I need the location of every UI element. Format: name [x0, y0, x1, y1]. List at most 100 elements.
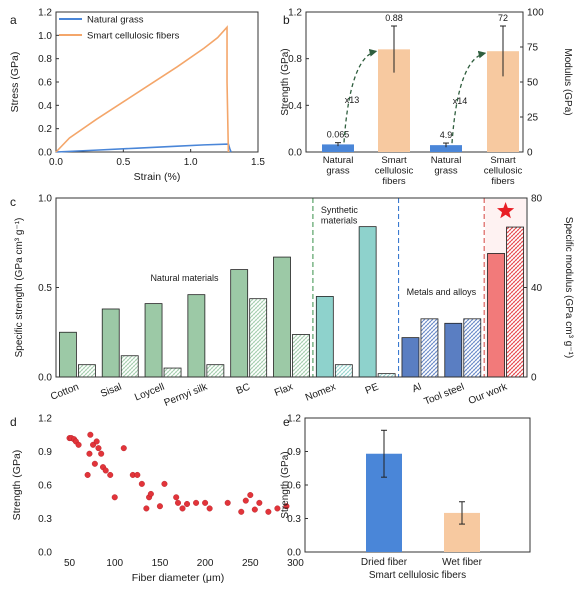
panel-b-ytick-left-label: 1.2 [288, 8, 302, 19]
panel-c-modulus-bar-highlight [506, 226, 524, 378]
panel-b-ytick-left-label: 0.4 [288, 101, 302, 112]
panel-c-star-icon [497, 202, 515, 219]
panel-label-a: a [10, 13, 17, 27]
panel-a-ytick-label: 0.4 [38, 101, 52, 112]
panel-d-point-26 [161, 480, 168, 487]
panel-c-modulus-bar-6 [292, 334, 310, 378]
panel-c-group-label-3: Metals and alloys [407, 287, 477, 297]
panel-d-point-10 [91, 460, 98, 467]
panel-c-modulus-bar-3 [163, 367, 182, 378]
panel-d-point-25 [156, 503, 163, 510]
panel-e-ytick-label: 0.9 [287, 447, 301, 458]
panel-d-point-37 [247, 492, 254, 499]
panel-d-point-42 [283, 503, 290, 510]
panel-d-point-8 [87, 431, 94, 438]
panel-c-category-label-7: Nomex [304, 382, 338, 404]
panel-d-point-15 [102, 467, 109, 474]
panel-c-ytick-right-label: 0 [531, 373, 537, 384]
panel-b-category-label-4: fibers [491, 176, 514, 187]
panel-a-xlabel: Strain (%) [134, 171, 181, 183]
panel-c-strength-bar-10 [444, 322, 463, 378]
panel-c-category-label-6: Flax [273, 382, 295, 399]
panel-b-category-label-3: grass [434, 166, 457, 177]
panel-d-point-7 [86, 450, 93, 457]
panel-c-modulus-bar-7 [334, 364, 353, 378]
panel-e-ytick-label: 0.0 [287, 548, 301, 559]
panel-b-dashed-arrow-2 [451, 50, 487, 144]
panel-c-ylabel-right: Specific modulus (GPa cm³ g⁻¹) [563, 217, 574, 358]
panel-c-modulus-bar-1 [78, 364, 96, 378]
panel-a-legend-label-1: Natural grass [87, 15, 144, 26]
panel-e-category-label-2: Wet fiber [442, 557, 482, 568]
panel-b-category-label-4: cellulosic [484, 166, 523, 177]
panel-b-ytick-right-label: 100 [527, 8, 544, 19]
panel-b-value-label-3: 4.9 [440, 130, 453, 140]
panel-d-point-21 [138, 480, 145, 487]
panel-d-point-12 [95, 445, 102, 452]
panel-a-ytick-label: 0.2 [38, 124, 52, 135]
panel-a-xtick-label: 1.0 [184, 157, 198, 168]
panel-c-strength-bar-4 [187, 294, 206, 378]
panel-c-category-label-3: Loycell [133, 382, 166, 404]
panel-label-e: e [283, 415, 290, 429]
panel-a-series-line-2 [55, 25, 230, 153]
panel-b-dashed-arrow-1 [343, 49, 378, 143]
panel-a-ytick-label: 0.6 [38, 78, 52, 89]
panel-c-group-label-2: materials [321, 216, 358, 226]
panel-b-category-label-1: grass [326, 166, 349, 177]
panel-b-ylabel-right: Modulus (GPa) [562, 48, 573, 115]
panel-e-ytick-label: 0.6 [287, 481, 301, 492]
panel-d-ytick-label: 1.2 [38, 414, 52, 425]
panel-c-category-label-8: PE [364, 381, 381, 396]
panel-e-ytick-label: 1.2 [287, 414, 301, 425]
panel-c-ytick-right-label: 40 [531, 283, 543, 294]
panel-d-point-28 [174, 499, 181, 506]
panel-c-strength-bar-9 [401, 337, 420, 378]
panel-c-strength-bar-highlight [487, 253, 505, 378]
panel-c-modulus-bar-5 [249, 298, 268, 378]
panel-c-ylabel-left: Specific strength (GPa cm³ g⁻¹) [14, 218, 25, 358]
panel-d-xtick-label: 200 [197, 558, 214, 569]
panel-d-point-41 [274, 505, 281, 512]
panel-e-category-label-1: Dried fiber [361, 557, 408, 568]
panel-d-point-35 [238, 508, 245, 515]
panel-b-value-label-1: 0.065 [327, 130, 350, 140]
panel-b-category-label-4: Smart [490, 155, 516, 166]
panel-c-ytick-left-label: 0.5 [38, 283, 52, 294]
panel-d-xtick-label: 300 [287, 558, 304, 569]
panel-c-category-label-11: Our work [467, 381, 510, 407]
panel-d-xtick-label: 50 [64, 558, 76, 569]
panel-c-category-label-10: Tool steel [423, 382, 466, 408]
panel-c-modulus-bar-8 [377, 373, 396, 378]
panel-a-xtick-label: 0.5 [116, 157, 130, 168]
panel-d-point-5 [75, 441, 82, 448]
panel-c-category-label-9: Al [411, 382, 423, 396]
panel-d-point-17 [111, 494, 118, 501]
panel-d-point-40 [265, 508, 272, 515]
panel-d-point-31 [193, 499, 200, 506]
panel-a-ytick-label: 1.2 [38, 8, 52, 19]
panel-d-point-32 [202, 499, 209, 506]
panel-d-ytick-label: 0.0 [38, 548, 52, 559]
panel-c-category-label-5: BC [235, 382, 252, 397]
panel-b-category-label-2: Smart [381, 155, 407, 166]
panel-label-c: c [10, 195, 16, 209]
panel-a-ylabel: Stress (GPa) [9, 52, 21, 113]
panel-c-ytick-left-label: 0.0 [38, 373, 52, 384]
panel-a-xtick-label: 1.5 [251, 157, 265, 168]
panel-c-strength-bar-7 [315, 296, 334, 378]
panel-d-xtick-label: 150 [152, 558, 169, 569]
panel-c-category-label-4: Pernyi silk [163, 381, 210, 409]
panel-d-point-11 [93, 438, 100, 445]
panel-c-strength-bar-1 [59, 331, 77, 378]
panel-b-multiplier-label-1: x13 [345, 95, 360, 105]
panel-b-bar-1 [322, 144, 354, 152]
panel-a-legend-label-2: Smart cellulosic fibers [87, 31, 180, 42]
panel-b-ylabel-left: Strength (GPa) [280, 48, 291, 115]
panel-b-ytick-right-label: 0 [527, 148, 533, 159]
panel-d-point-16 [107, 471, 114, 478]
panel-d-point-36 [242, 497, 249, 504]
panel-d-ytick-label: 0.3 [38, 514, 52, 525]
